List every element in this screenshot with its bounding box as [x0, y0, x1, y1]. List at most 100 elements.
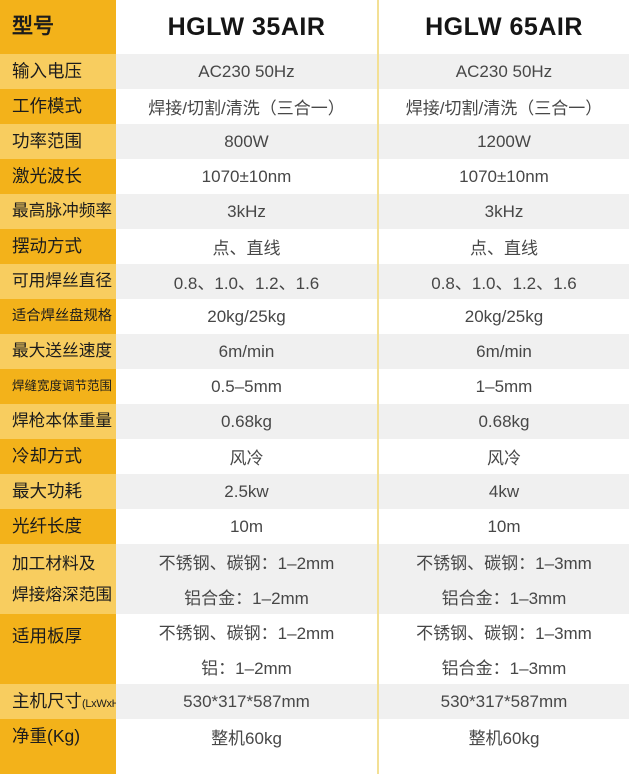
table-header-row: 型号 HGLW 35AIR HGLW 65AIR: [0, 0, 629, 54]
row-value-col1: 不锈钢、碳钢：1–2mm 铝：1–2mm: [116, 614, 377, 684]
column-divider: [377, 754, 379, 774]
cell-value-line: 铝合金：1–3mm: [441, 589, 567, 608]
cell-value-line: 不锈钢、碳钢：1–3mm: [416, 624, 592, 643]
row-value-col2: 不锈钢、碳钢：1–3mm 铝合金：1–3mm: [379, 614, 629, 684]
cell-value-line: 1200W: [477, 131, 531, 151]
row-value-col2: 整机60kg: [379, 719, 629, 754]
row-label: 最大功耗: [0, 474, 116, 509]
column-divider: [377, 54, 379, 89]
column-divider: [377, 509, 379, 544]
cell-value-line: 不锈钢、碳钢：1–2mm: [158, 624, 335, 643]
row-value-col1: 不锈钢、碳钢：1–2mm 铝合金：1–2mm: [116, 544, 377, 614]
row-value-col1: 0.68kg: [116, 404, 377, 439]
row-label: 加工材料及 焊接熔深范围: [0, 544, 116, 614]
row-value-col1: 0.8、1.0、1.2、1.6: [116, 264, 377, 299]
row-value-col1: 1070±10nm: [116, 159, 377, 194]
row-value-col1: 0.5–5mm: [116, 369, 377, 404]
row-label-text: 适合焊丝盘规格: [12, 307, 113, 324]
row-label-text: 最大送丝速度: [12, 341, 113, 361]
row-label: 最大送丝速度: [0, 334, 116, 369]
row-label: 最高脉冲频率: [0, 194, 116, 229]
cell-value-line: 0.68kg: [220, 411, 273, 431]
row-label-text: 可用焊丝直径: [12, 271, 113, 291]
cell-value-line: AC230 50Hz: [455, 61, 553, 81]
row-label-text: 净重(Kg): [12, 726, 81, 746]
row-value-col1: 800W: [116, 124, 377, 159]
row-label: 摆动方式: [0, 229, 116, 264]
row-label-text: 焊枪本体重量: [12, 411, 113, 431]
column-divider: [377, 89, 379, 124]
column-divider: [377, 439, 379, 474]
table-row: 激光波长 1070±10nm 1070±10nm: [0, 159, 629, 194]
row-label: 净重(Kg): [0, 719, 116, 754]
row-value-col2: AC230 50Hz: [379, 54, 629, 89]
row-label-text: 输入电压: [12, 61, 82, 81]
row-value-col2: 点、直线: [379, 229, 629, 264]
row-value-col2: 4kw: [379, 474, 629, 509]
row-value-col2: 530*317*587mm: [379, 684, 629, 719]
row-label-text: 功率范围: [12, 131, 82, 151]
row-value-col1: 530*317*587mm: [116, 684, 377, 719]
row-label: 激光波长: [0, 159, 116, 194]
cell-value-line: 0.8、1.0、1.2、1.6: [431, 274, 577, 293]
row-value-col2: 10m: [379, 509, 629, 544]
table-row: 功率范围 800W 1200W: [0, 124, 629, 159]
table-row: 摆动方式 点、直线 点、直线: [0, 229, 629, 264]
cell-value-line: 1–5mm: [475, 376, 533, 396]
row-value-col2: 1200W: [379, 124, 629, 159]
column-divider: [377, 159, 379, 194]
row-value-col2: 3kHz: [379, 194, 629, 229]
table-row: 光纤长度 10m 10m: [0, 509, 629, 544]
row-label: 输入电压: [0, 54, 116, 89]
row-label-text: 冷却方式: [12, 446, 82, 466]
row-value-col2: 风冷: [379, 439, 629, 474]
cell-value-line: 2.5kw: [224, 481, 269, 501]
column-divider: [377, 194, 379, 229]
row-label-text: 光纤长度: [12, 516, 82, 536]
cell-value-line: 800W: [224, 131, 269, 151]
row-value-col1: 风冷: [116, 439, 377, 474]
column-divider: [377, 124, 379, 159]
row-label: 冷却方式: [0, 439, 116, 474]
cell-value-line: 530*317*587mm: [440, 691, 568, 711]
column-divider: [377, 229, 379, 264]
row-label: 焊枪本体重量: [0, 404, 116, 439]
table-row: 可用焊丝直径 0.8、1.0、1.2、1.6 0.8、1.0、1.2、1.6: [0, 264, 629, 299]
row-value-col1: AC230 50Hz: [116, 54, 377, 89]
cell-value-line: 点、直线: [212, 239, 281, 258]
cell-value-line: 点、直线: [470, 239, 538, 258]
row-value-col2: 焊接/切割/清洗（三合一）: [379, 89, 629, 124]
row-label-text: 摆动方式: [12, 236, 82, 256]
row-value-col2: 20kg/25kg: [379, 299, 629, 334]
row-label: 可用焊丝直径: [0, 264, 116, 299]
cell-value-line: 焊接/切割/清洗（三合一）: [405, 99, 603, 118]
table-row: 焊缝宽度调节范围 0.5–5mm 1–5mm: [0, 369, 629, 404]
row-label-suffix: (LxWxH): [82, 698, 123, 710]
row-value-col1: 3kHz: [116, 194, 377, 229]
column-divider: [377, 334, 379, 369]
column-divider: [377, 299, 379, 334]
row-value-col2: 1–5mm: [379, 369, 629, 404]
cell-value-line: 整机60kg: [468, 729, 540, 748]
header-model-label: 型号: [0, 0, 116, 54]
cell-value-line: 风冷: [487, 449, 521, 468]
column-divider: [377, 544, 379, 614]
row-value-col2: 1070±10nm: [379, 159, 629, 194]
cell-value-line: 10m: [487, 516, 521, 536]
column-divider: [377, 684, 379, 719]
table-row: 适合焊丝盘规格 20kg/25kg 20kg/25kg: [0, 299, 629, 334]
row-label-text: 适用板厚: [12, 626, 82, 646]
row-value-col2: 0.8、1.0、1.2、1.6: [379, 264, 629, 299]
table-row: 最高脉冲频率 3kHz 3kHz: [0, 194, 629, 229]
column-divider: [377, 614, 379, 684]
table-row: 最大功耗 2.5kw 4kw: [0, 474, 629, 509]
table-row: 输入电压 AC230 50Hz AC230 50Hz: [0, 54, 629, 89]
cell-value-line: 不锈钢、碳钢：1–2mm: [158, 554, 335, 573]
table-row: 焊枪本体重量 0.68kg 0.68kg: [0, 404, 629, 439]
table-bottom-filler: [0, 754, 629, 774]
cell-value-line: 铝合金：1–3mm: [441, 659, 567, 678]
row-label: 适用板厚: [0, 614, 116, 684]
filler-data-1: [116, 754, 377, 774]
table-row: 主机尺寸(LxWxH) 530*317*587mm 530*317*587mm: [0, 684, 629, 719]
